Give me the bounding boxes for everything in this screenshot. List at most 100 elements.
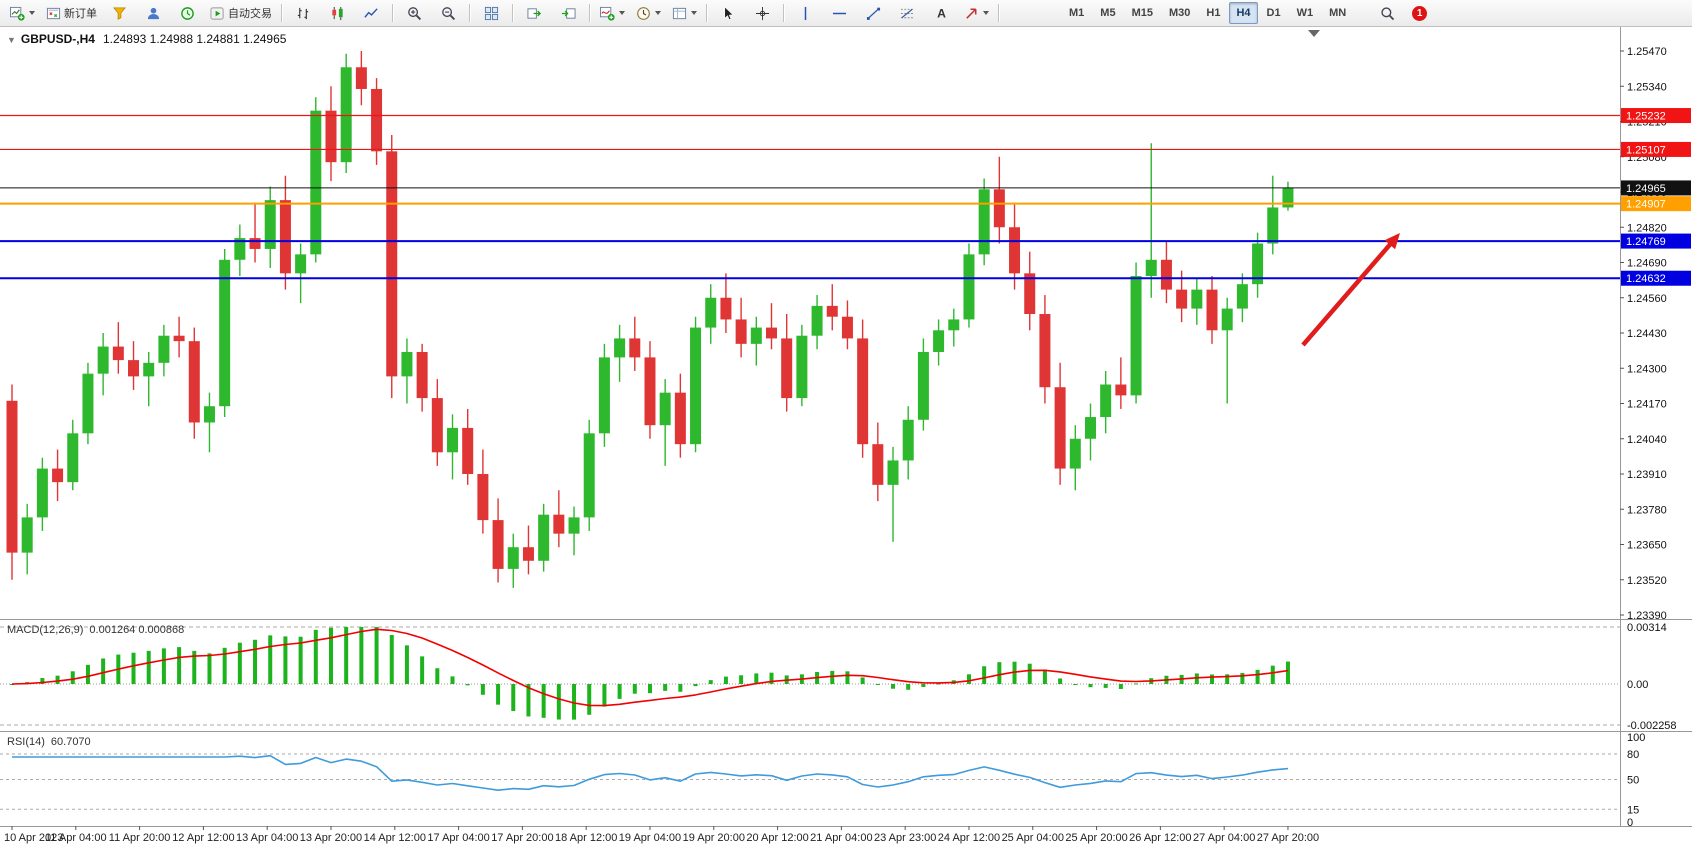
svg-text:1.23910: 1.23910	[1627, 469, 1667, 481]
dropdown-arrow-icon[interactable]	[655, 11, 661, 15]
templates-button[interactable]	[666, 1, 702, 25]
timeframe-m15-button[interactable]: M15	[1131, 7, 1153, 19]
macd-pane	[0, 626, 1620, 726]
candlestick-series	[6, 51, 1294, 588]
macd-histogram	[10, 627, 1290, 720]
price-badge-1.24965: 1.24965	[1621, 180, 1691, 196]
trend-arrow-annotation[interactable]	[1301, 233, 1400, 347]
svg-text:17 Apr 20:00: 17 Apr 20:00	[491, 832, 553, 844]
timeframe-m30-button[interactable]: M30	[1168, 7, 1191, 19]
svg-text:1.23390: 1.23390	[1627, 610, 1667, 622]
svg-text:1.24560: 1.24560	[1627, 293, 1667, 305]
layouts-button[interactable]	[102, 1, 136, 25]
main-toolbar: 新订单 自动交易 A M1 M5 M15 M30 H1 H4 D1 W1 MN 1	[0, 0, 1692, 27]
timeframe-d1-button[interactable]: D1	[1266, 7, 1281, 19]
rsi-scale-tick: 100	[1627, 732, 1645, 744]
dropdown-arrow-icon[interactable]	[983, 11, 989, 15]
profile-icon	[145, 5, 161, 21]
new-order-label: 新订单	[64, 8, 97, 20]
svg-text:14 Apr 12:00: 14 Apr 12:00	[364, 832, 426, 844]
crosshair-button[interactable]	[745, 1, 779, 25]
svg-text:20 Apr 12:00: 20 Apr 12:00	[746, 832, 808, 844]
dropdown-arrow-icon[interactable]	[619, 11, 625, 15]
svg-text:13 Apr 04:00: 13 Apr 04:00	[236, 832, 298, 844]
horizontal-line-tool-button[interactable]	[822, 1, 856, 25]
bar-chart-mode-button[interactable]	[286, 1, 320, 25]
text-tool-button[interactable]: A	[924, 1, 958, 25]
candlestick-mode-button[interactable]	[320, 1, 354, 25]
collapse-triangle-icon[interactable]: ▼	[7, 35, 16, 45]
trendline-tool-button[interactable]	[856, 1, 890, 25]
timeframe-mn-button[interactable]: MN	[1329, 7, 1347, 19]
svg-text:1.23780: 1.23780	[1627, 504, 1667, 516]
dropdown-arrow-icon[interactable]	[29, 11, 35, 15]
rsi-line	[12, 754, 1289, 791]
toolbar-separator	[783, 4, 784, 22]
line-chart-icon	[363, 5, 379, 21]
chart-plus-icon	[9, 5, 25, 21]
timeframe-h4-button[interactable]: H4	[1229, 2, 1258, 24]
svg-text:1.23650: 1.23650	[1627, 540, 1667, 552]
svg-text:1.24040: 1.24040	[1627, 434, 1667, 446]
trendline-icon	[865, 5, 881, 21]
dropdown-arrow-icon[interactable]	[691, 11, 697, 15]
rsi-scale-tick: 80	[1627, 749, 1639, 761]
arrow-tools-button[interactable]	[958, 1, 994, 25]
auto-scroll-button[interactable]	[517, 1, 551, 25]
fibonacci-tool-button[interactable]	[890, 1, 924, 25]
toolbar-separator	[589, 4, 590, 22]
tile-windows-button[interactable]	[474, 1, 508, 25]
toolbar-separator	[281, 4, 282, 22]
cursor-button[interactable]	[711, 1, 745, 25]
search-button[interactable]	[1370, 1, 1404, 25]
svg-text:27 Apr 20:00: 27 Apr 20:00	[1257, 832, 1319, 844]
timeframe-h1-button[interactable]: H1	[1206, 7, 1221, 19]
notifications-badge[interactable]: 1	[1412, 5, 1428, 21]
timeframe-w1-button[interactable]: W1	[1296, 7, 1314, 19]
crosshair-icon	[754, 5, 770, 21]
chart-shift-button[interactable]	[551, 1, 585, 25]
price-scale[interactable]: 1.254701.253401.252101.250801.249501.248…	[1620, 46, 1667, 622]
svg-text:1.25232: 1.25232	[1626, 111, 1666, 123]
price-badge-1.25107: 1.25107	[1621, 141, 1691, 157]
svg-text:A: A	[937, 6, 946, 20]
timeframe-m1-button[interactable]: M1	[1069, 7, 1085, 19]
svg-text:19 Apr 04:00: 19 Apr 04:00	[619, 832, 681, 844]
chart-shift-icon	[560, 5, 576, 21]
line-chart-mode-button[interactable]	[354, 1, 388, 25]
timeframe-m5-button[interactable]: M5	[1100, 7, 1116, 19]
new-chart-button[interactable]	[4, 1, 40, 25]
history-center-button[interactable]	[170, 1, 204, 25]
fibonacci-icon	[899, 5, 915, 21]
play-icon	[209, 5, 225, 21]
zoom-out-button[interactable]	[431, 1, 465, 25]
svg-text:1.24690: 1.24690	[1627, 258, 1667, 270]
svg-text:10 Apr 2023: 10 Apr 2023	[4, 832, 63, 844]
profiles-button[interactable]	[136, 1, 170, 25]
vertical-line-tool-button[interactable]	[788, 1, 822, 25]
funnel-icon	[111, 5, 127, 21]
search-icon	[1379, 5, 1395, 21]
chart-position-marker-icon[interactable]	[1308, 30, 1320, 37]
new-order-button[interactable]: 新订单	[40, 1, 102, 25]
autotrading-button[interactable]: 自动交易	[204, 1, 277, 25]
macd-scale-tick: 0.00	[1627, 679, 1648, 691]
rsi-scale-tick: 50	[1627, 775, 1639, 787]
svg-text:23 Apr 23:00: 23 Apr 23:00	[874, 832, 936, 844]
svg-text:11 Apr 20:00: 11 Apr 20:00	[109, 832, 171, 844]
indicators-icon	[599, 5, 615, 21]
zoom-in-icon	[406, 5, 422, 21]
periods-button[interactable]	[630, 1, 666, 25]
svg-text:1.24170: 1.24170	[1627, 399, 1667, 411]
zoom-in-button[interactable]	[397, 1, 431, 25]
indicators-button[interactable]	[594, 1, 630, 25]
autotrading-label: 自动交易	[228, 8, 272, 20]
clock-icon	[635, 5, 651, 21]
toolbar-separator	[512, 4, 513, 22]
svg-text:27 Apr 04:00: 27 Apr 04:00	[1193, 832, 1255, 844]
price-badge-1.25232: 1.25232	[1621, 108, 1691, 124]
tile-windows-icon	[483, 5, 499, 21]
svg-text:1.24907: 1.24907	[1626, 199, 1666, 211]
